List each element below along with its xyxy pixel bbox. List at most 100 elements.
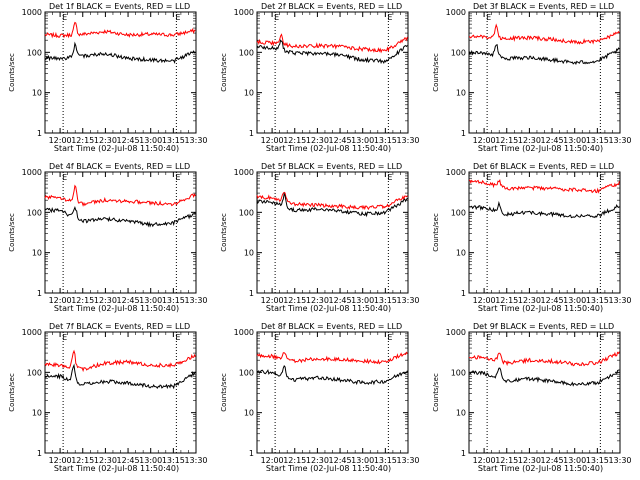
event-marker-label: E [62,333,67,342]
y-tick-label: 1 [37,289,42,298]
x-tick-label: 12:15 [71,456,94,465]
event-marker-label: E [486,333,491,342]
y-tick-label: 10 [32,409,42,418]
y-tick-label: 1000 [446,328,466,337]
x-axis-label: Start Time (02-Jul-08 11:50:40) [266,464,391,473]
detector-panel-5: Det 5f BLACK = Events, RED = LLD 1 10 100 10… [220,162,420,313]
event-marker-label: E [387,333,392,342]
x-axis-label: Start Time (02-Jul-08 11:50:40) [478,464,603,473]
y-tick-label: 1 [461,289,466,298]
x-tick-label: 12:45 [541,456,564,465]
x-tick-label: 12:15 [495,456,518,465]
plot-frame [44,331,197,454]
x-tick-label: 12:00 [473,136,496,145]
x-tick-label: 12:45 [117,296,140,305]
event-marker-label: E [175,13,180,22]
x-tick-label: 12:30 [518,296,541,305]
detector-panel-7: Det 7f BLACK = Events, RED = LLD 1 10 100 10… [8,322,208,473]
x-tick-label: 13:00 [563,456,586,465]
x-tick-label: 13:30 [608,456,631,465]
x-tick-label: 13:15 [586,456,609,465]
x-tick-label: 13:30 [396,136,419,145]
y-tick-label: 100 [27,48,42,57]
event-marker-label: E [175,333,180,342]
y-tick-label: 1000 [446,168,466,177]
y-tick-label: 10 [244,89,254,98]
x-axis-label: Start Time (02-Jul-08 11:50:40) [54,144,179,153]
x-tick-label: 12:45 [117,456,140,465]
plot-frame [256,171,409,294]
x-tick-label: 13:00 [139,136,162,145]
event-marker-label: E [274,173,279,182]
lld-series-line [469,23,620,45]
panel-title: Det 7f BLACK = Events, RED = LLD [49,322,190,331]
x-tick-label: 13:00 [351,456,374,465]
y-tick-label: 1000 [234,168,254,177]
detector-panel-6: Det 6f BLACK = Events, RED = LLD 1 10 100 10… [432,162,632,313]
y-tick-label: 1 [37,449,42,458]
x-tick-label: 12:00 [49,136,72,145]
x-tick-label: 12:15 [283,456,306,465]
event-marker-label: E [274,333,279,342]
y-tick-label: 10 [244,249,254,258]
x-tick-label: 13:30 [184,136,207,145]
y-tick-label: 1 [37,129,42,138]
x-tick-label: 12:45 [329,136,352,145]
y-tick-label: 100 [27,368,42,377]
x-axis-label: Start Time (02-Jul-08 11:50:40) [478,304,603,313]
events-series-line [44,41,196,64]
x-tick-label: 12:15 [283,296,306,305]
lld-series-line [468,179,620,194]
x-tick-label: 12:45 [541,296,564,305]
x-tick-label: 13:15 [162,296,185,305]
y-tick-label: 1 [461,449,466,458]
x-tick-label: 12:15 [495,296,518,305]
x-tick-label: 12:30 [306,456,329,465]
y-axis-label: Counts/sec [8,213,16,252]
lld-series-line [44,184,196,207]
x-tick-label: 12:15 [495,136,518,145]
detector-panel-9: Det 9f BLACK = Events, RED = LLD 1 10 100 10… [432,322,632,473]
event-marker-label: E [486,173,491,182]
x-tick-label: 12:30 [306,136,329,145]
y-tick-label: 1000 [22,328,42,337]
x-tick-label: 12:15 [283,136,306,145]
x-tick-label: 12:15 [71,296,94,305]
event-marker-label: E [62,13,67,22]
event-marker-label: E [486,13,491,22]
x-tick-label: 13:30 [396,296,419,305]
y-tick-label: 10 [244,409,254,418]
panel-title: Det 3f BLACK = Events, RED = LLD [473,2,614,11]
lld-series-line [256,33,408,54]
events-series-line [468,200,620,219]
event-marker-label: E [387,173,392,182]
lld-series-line [256,351,408,365]
y-tick-label: 10 [456,249,466,258]
x-tick-label: 12:45 [117,136,140,145]
panel-title: Det 9f BLACK = Events, RED = LLD [473,322,614,331]
x-tick-label: 12:45 [329,456,352,465]
lld-series-line [468,351,620,367]
plot-frame [44,171,197,294]
event-marker-label: E [599,333,604,342]
y-axis-label: Counts/sec [220,53,228,92]
x-tick-label: 13:00 [563,136,586,145]
plot-frame [256,11,409,134]
plot-frame [468,11,621,134]
y-tick-label: 1 [249,449,254,458]
y-axis-label: Counts/sec [220,373,228,412]
event-marker-label: E [387,13,392,22]
x-tick-label: 13:30 [608,296,631,305]
panel-title: Det 5f BLACK = Events, RED = LLD [261,162,402,171]
events-series-line [468,43,620,66]
plot-frame [256,331,409,454]
events-series-line [469,367,620,387]
y-tick-label: 1000 [234,328,254,337]
lld-series-line [44,21,196,39]
x-tick-label: 12:00 [49,456,72,465]
y-tick-label: 10 [32,249,42,258]
y-axis-label: Counts/sec [8,53,16,92]
x-axis-label: Start Time (02-Jul-08 11:50:40) [266,144,391,153]
event-marker-label: E [599,13,604,22]
x-tick-label: 12:30 [518,136,541,145]
